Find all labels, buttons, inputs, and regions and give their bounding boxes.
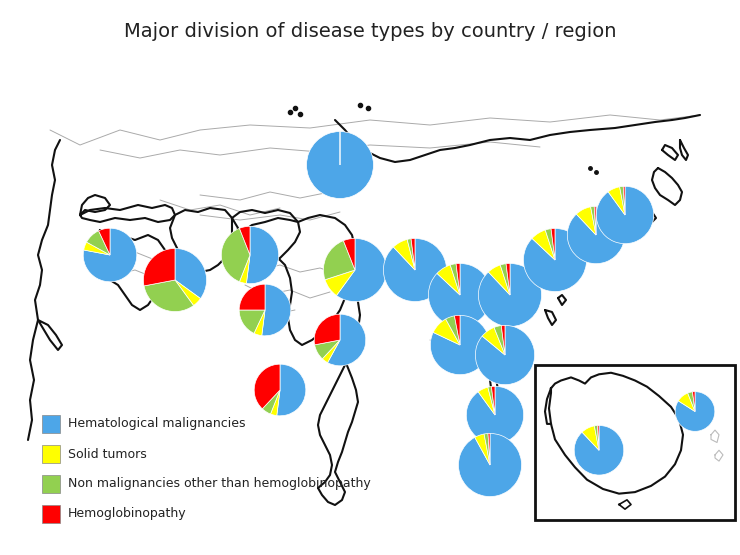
Wedge shape — [433, 319, 460, 345]
Bar — [42, 475, 60, 493]
Wedge shape — [488, 433, 490, 465]
Wedge shape — [246, 226, 279, 284]
Wedge shape — [506, 264, 510, 295]
Wedge shape — [482, 327, 505, 355]
Wedge shape — [475, 434, 490, 465]
Wedge shape — [277, 364, 306, 416]
Wedge shape — [475, 325, 535, 385]
Wedge shape — [84, 242, 110, 255]
Wedge shape — [594, 206, 596, 235]
Wedge shape — [239, 284, 265, 310]
Wedge shape — [144, 249, 175, 286]
Wedge shape — [240, 255, 250, 284]
Wedge shape — [479, 264, 542, 326]
Wedge shape — [491, 386, 495, 415]
Wedge shape — [488, 386, 495, 415]
Wedge shape — [323, 340, 340, 362]
Bar — [535, 365, 735, 520]
Wedge shape — [437, 265, 460, 295]
Wedge shape — [494, 326, 505, 355]
Wedge shape — [83, 228, 137, 282]
Wedge shape — [532, 230, 555, 260]
Wedge shape — [500, 264, 510, 295]
Text: Hematological malignancies: Hematological malignancies — [68, 417, 246, 431]
Wedge shape — [428, 264, 491, 326]
Wedge shape — [459, 433, 522, 497]
Wedge shape — [175, 280, 201, 306]
Wedge shape — [407, 239, 415, 270]
Bar — [42, 505, 60, 523]
Wedge shape — [254, 310, 265, 336]
Wedge shape — [619, 186, 625, 215]
Wedge shape — [239, 310, 265, 334]
Bar — [42, 415, 60, 433]
Wedge shape — [523, 229, 587, 291]
Wedge shape — [337, 239, 386, 301]
Wedge shape — [454, 315, 460, 345]
Wedge shape — [87, 231, 110, 255]
Wedge shape — [254, 364, 280, 409]
Wedge shape — [608, 187, 625, 215]
Text: Major division of disease types by country / region: Major division of disease types by count… — [124, 22, 616, 41]
Wedge shape — [394, 239, 415, 270]
Wedge shape — [545, 229, 555, 260]
Wedge shape — [478, 387, 495, 415]
Wedge shape — [240, 226, 250, 255]
Wedge shape — [466, 386, 524, 443]
Wedge shape — [411, 239, 415, 270]
Wedge shape — [501, 325, 505, 355]
Wedge shape — [343, 239, 355, 270]
Wedge shape — [383, 239, 446, 301]
Wedge shape — [431, 315, 490, 375]
Wedge shape — [314, 340, 340, 359]
Wedge shape — [325, 270, 355, 295]
Wedge shape — [262, 284, 291, 336]
Wedge shape — [484, 433, 490, 465]
Bar — [42, 445, 60, 463]
Wedge shape — [306, 132, 374, 199]
Wedge shape — [576, 207, 596, 235]
Wedge shape — [456, 264, 460, 295]
Wedge shape — [596, 186, 653, 244]
Wedge shape — [175, 249, 206, 299]
Wedge shape — [623, 186, 625, 215]
Wedge shape — [144, 280, 194, 311]
Wedge shape — [450, 264, 460, 295]
Wedge shape — [221, 228, 250, 282]
Wedge shape — [568, 206, 625, 264]
Wedge shape — [314, 314, 340, 345]
Wedge shape — [488, 265, 510, 295]
Text: Non malignancies other than hemoglobinopathy: Non malignancies other than hemoglobinop… — [68, 477, 371, 491]
Wedge shape — [551, 229, 555, 260]
Wedge shape — [591, 206, 596, 235]
Text: Solid tumors: Solid tumors — [68, 447, 147, 461]
Wedge shape — [262, 390, 280, 414]
Text: Hemoglobinopathy: Hemoglobinopathy — [68, 507, 186, 521]
Wedge shape — [98, 228, 110, 255]
Wedge shape — [445, 316, 460, 345]
Wedge shape — [271, 390, 280, 416]
Wedge shape — [323, 241, 355, 280]
Wedge shape — [328, 314, 366, 366]
